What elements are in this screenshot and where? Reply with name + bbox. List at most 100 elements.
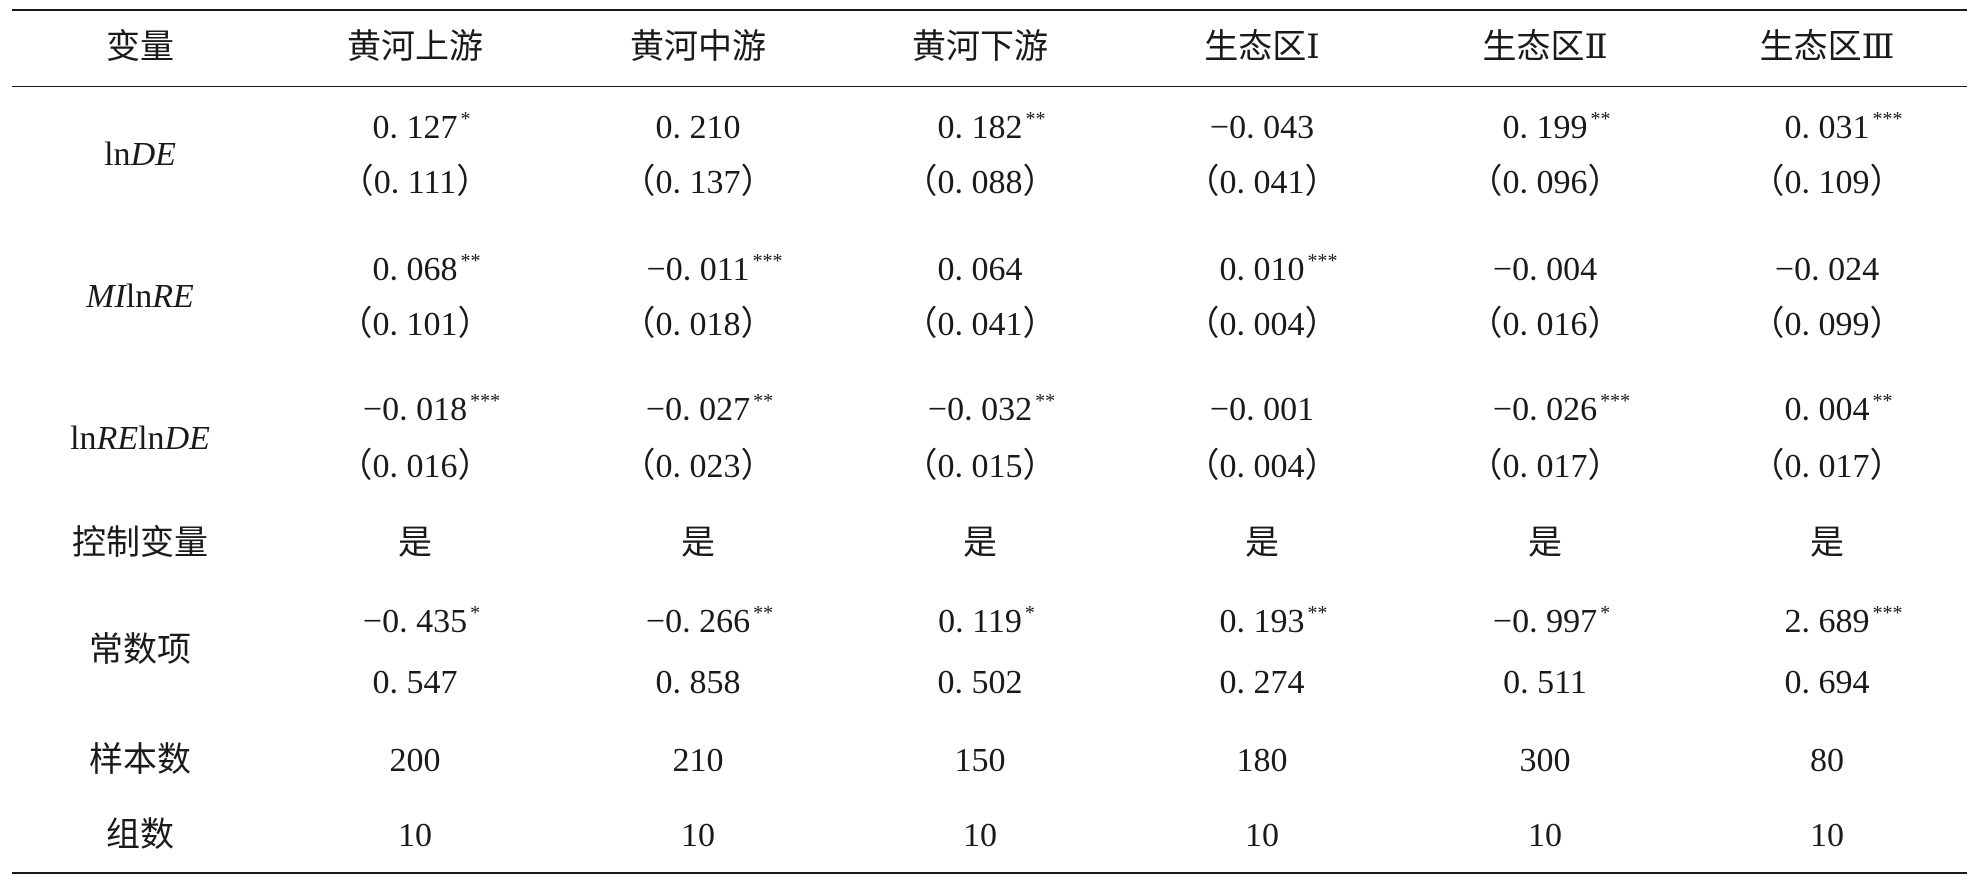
coefficient: 10 <box>1245 817 1279 854</box>
cell-value: 是 <box>1245 527 1279 561</box>
cell-value: −0. 997 * <box>1492 603 1610 640</box>
significance-stars: * <box>470 602 481 624</box>
coefficient: 210 <box>672 742 724 779</box>
row-label: lnRElnDE <box>70 422 210 456</box>
label-part: ln <box>125 278 153 315</box>
coefficient: 150 <box>954 742 1006 779</box>
cell-value: 10 <box>398 819 432 853</box>
coefficient: 2. 689 <box>1784 603 1870 640</box>
cell-value: 是 <box>398 527 432 561</box>
header-rule <box>12 86 1967 87</box>
cell-value: 0. 068 ** <box>373 251 481 287</box>
cell-value: 0. 193 ** <box>1219 603 1328 640</box>
significance-stars: *** <box>1872 108 1903 130</box>
coefficient: 0. 064 <box>937 251 1023 288</box>
label-part: ln <box>104 136 131 173</box>
standard-error: 0. 547 <box>372 664 458 701</box>
cell-value: −0. 004 <box>1493 253 1597 287</box>
label-part: ln <box>70 420 97 457</box>
coefficient: −0. 001 <box>1209 391 1315 428</box>
cell-value: 10 <box>1528 819 1562 853</box>
standard-error: （0. 099） <box>1750 306 1904 343</box>
label-part: 组数 <box>106 817 174 854</box>
header-cell: 黄河下游 <box>912 29 1048 66</box>
cell-value: 300 <box>1520 744 1571 778</box>
cell-value: −0. 011 *** <box>646 251 783 288</box>
coefficient: 200 <box>389 742 441 779</box>
significance-stars: *** <box>752 250 783 272</box>
significance-stars: * <box>1600 602 1611 624</box>
coefficient: 0. 119 <box>938 603 1022 640</box>
standard-error: （0. 111） <box>339 164 491 201</box>
coefficient: 0. 004 <box>1784 391 1870 428</box>
standard-error: （0. 004） <box>1185 448 1339 485</box>
coefficient: −0. 018 <box>362 391 468 428</box>
coefficient: 10 <box>963 817 997 854</box>
standard-error: （0. 018） <box>621 306 775 343</box>
significance-stars: * <box>460 108 471 130</box>
cell-value: −0. 018 *** <box>362 391 500 428</box>
cell-value: 200 <box>390 744 441 778</box>
standard-error: （0. 109） <box>1750 164 1904 201</box>
cell-value: 180 <box>1237 744 1288 778</box>
cell-value: −0. 435 * <box>362 603 480 640</box>
significance-stars: *** <box>470 390 501 412</box>
significance-stars: ** <box>460 250 481 272</box>
significance-stars: ** <box>1035 390 1056 412</box>
coefficient: 0. 127 <box>372 109 458 146</box>
row-label: lnDE <box>104 138 176 172</box>
significance-stars: * <box>1024 602 1035 624</box>
bottom-rule <box>12 872 1967 874</box>
cell-value: −0. 032 ** <box>927 391 1055 428</box>
standard-error: （0. 016） <box>338 448 492 485</box>
coefficient: −0. 024 <box>1774 251 1880 288</box>
top-rule <box>12 9 1967 11</box>
standard-error: 0. 502 <box>937 664 1023 701</box>
coefficient: −0. 997 <box>1492 603 1598 640</box>
coefficient: 0. 193 <box>1219 603 1305 640</box>
standard-error: 0. 274 <box>1219 664 1305 701</box>
standard-error: （0. 023） <box>621 448 775 485</box>
coefficient: 10 <box>1528 817 1562 854</box>
standard-error: （0. 137） <box>621 164 775 201</box>
significance-stars: ** <box>1307 602 1328 624</box>
cell-value: 10 <box>1245 819 1279 853</box>
standard-error: （0. 017） <box>1468 448 1622 485</box>
cell-value: 0. 182 ** <box>937 109 1046 146</box>
coefficient: 是 <box>681 525 715 562</box>
coefficient: 0. 031 <box>1784 109 1870 146</box>
coefficient: −0. 435 <box>362 603 468 640</box>
coefficient: 10 <box>398 817 432 854</box>
cell-value: 是 <box>1810 527 1844 561</box>
standard-error: （0. 101） <box>338 306 492 343</box>
coefficient: −0. 032 <box>927 391 1033 428</box>
coefficient: −0. 011 <box>646 251 750 288</box>
coefficient: −0. 004 <box>1492 251 1598 288</box>
standard-error: （0. 041） <box>1185 164 1339 201</box>
coefficient: 0. 182 <box>937 109 1023 146</box>
label-part: 样本数 <box>89 742 191 779</box>
label-part: MI <box>86 278 126 315</box>
significance-stars: *** <box>1872 602 1903 624</box>
coefficient: −0. 027 <box>645 391 751 428</box>
label-part: DE <box>130 136 176 173</box>
coefficient: −0. 043 <box>1209 109 1315 146</box>
header-cell: 黄河中游 <box>630 29 766 66</box>
cell-value: 是 <box>681 527 715 561</box>
coefficient: 10 <box>681 817 715 854</box>
row-label: MIlnRE <box>86 280 194 314</box>
standard-error: （0. 015） <box>903 448 1057 485</box>
significance-stars: ** <box>1025 108 1046 130</box>
cell-value: 0. 064 <box>938 253 1023 287</box>
coefficient: 80 <box>1810 742 1844 779</box>
coefficient: 是 <box>1528 525 1562 562</box>
cell-value: 10 <box>1810 819 1844 853</box>
cell-value: −0. 024 <box>1775 253 1879 287</box>
row-label: 控制变量 <box>72 527 208 561</box>
label-part: RE <box>152 278 194 315</box>
cell-value: 150 <box>955 744 1006 778</box>
label-part: 常数项 <box>89 632 191 669</box>
row-label: 组数 <box>106 819 174 853</box>
cell-value: 0. 004 ** <box>1784 391 1893 428</box>
